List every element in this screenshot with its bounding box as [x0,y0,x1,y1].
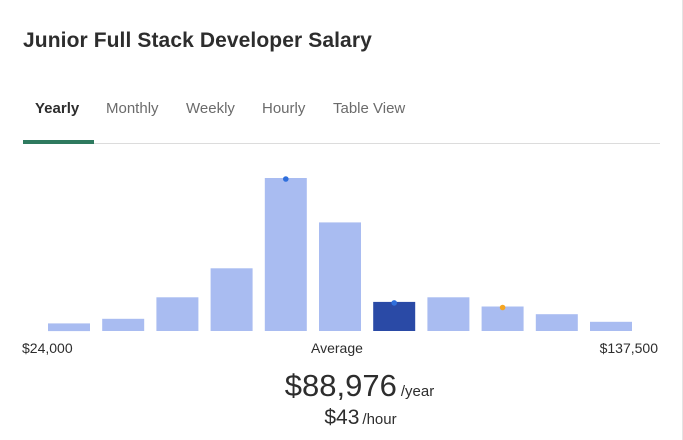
histogram-bar [48,323,90,332]
tab-table-view[interactable]: Table View [333,100,406,117]
range-max-label: $137,500 [599,340,658,356]
range-min-label: $24,000 [22,340,73,356]
hourly-salary-unit: /hour [362,411,397,428]
yearly-salary: $88,976/year [0,368,683,404]
histogram-bar [535,314,578,331]
salary-histogram [48,176,632,332]
histogram-bar [319,222,361,331]
histogram-bar [481,306,524,331]
histogram-marker-dot [391,300,398,306]
period-tabs: Yearly Monthly Weekly Hourly Table View [23,90,660,144]
page-title: Junior Full Stack Developer Salary [23,29,372,52]
hourly-salary-value: $43 [324,406,360,429]
histogram-bar [264,178,307,331]
hourly-salary: $43/hour [0,406,683,430]
yearly-salary-unit: /year [400,383,435,400]
histogram-marker-dot [499,304,506,311]
tab-monthly[interactable]: Monthly [106,100,159,117]
histogram-bar [210,268,253,331]
yearly-salary-value: $88,976 [284,368,397,403]
tab-weekly[interactable]: Weekly [186,100,235,117]
tab-yearly[interactable]: Yearly [35,100,80,117]
histogram-marker-dot [283,176,289,182]
active-tab-indicator [23,140,94,144]
average-label: Average [311,340,363,356]
histogram-bar [156,297,199,331]
histogram-bar-average [373,301,416,331]
histogram-bar [427,297,470,331]
tab-hourly[interactable]: Hourly [262,100,306,117]
histogram-bar [102,318,145,331]
histogram-bar [590,321,632,331]
